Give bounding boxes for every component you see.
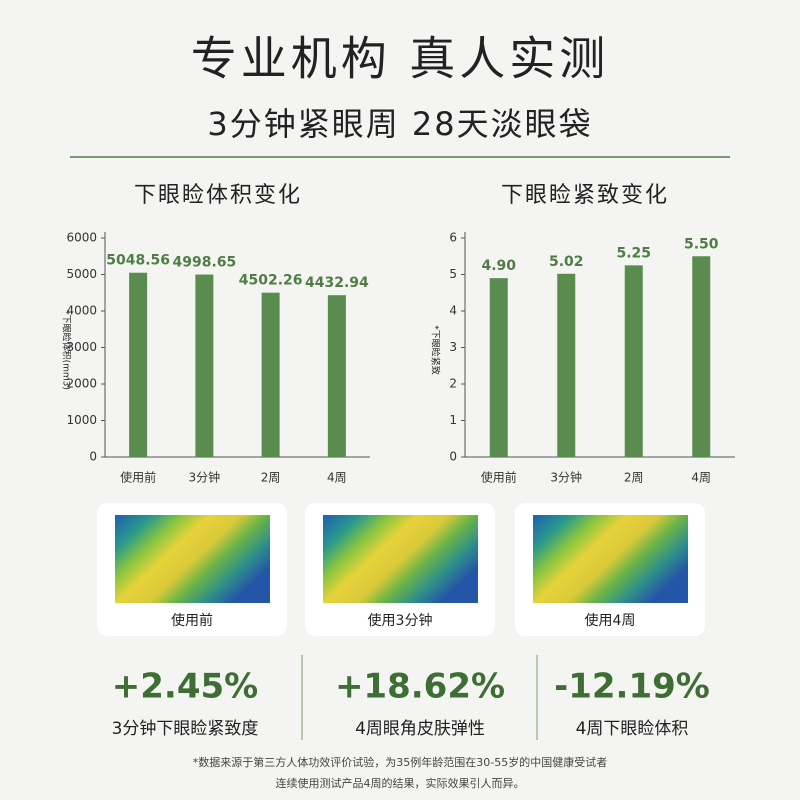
heatmap-image	[323, 515, 478, 603]
stat-label: 4周下眼睑体积	[576, 719, 689, 739]
bar	[489, 278, 508, 457]
value-label: 5.50	[684, 236, 719, 252]
value-label: 5048.56	[106, 253, 170, 269]
x-tick-label: 使用前	[120, 470, 156, 485]
bar	[692, 256, 711, 457]
footnote: 连续使用测试产品4周的结果，实际效果引人而异。	[276, 776, 525, 790]
y-tick-label: 5000	[66, 267, 97, 281]
y-tick-label: 2000	[66, 377, 97, 391]
y-tick-label: 2	[449, 377, 457, 391]
stat-label: 4周眼角皮肤弹性	[355, 719, 485, 739]
value-label: 5.02	[549, 254, 584, 270]
stat-value: -12.19%	[554, 667, 710, 707]
y-tick-label: 3000	[66, 340, 97, 354]
y-tick-label: 1000	[66, 413, 97, 427]
title: 专业机构 真人实测	[191, 32, 610, 86]
image-caption: 使用3分钟	[368, 612, 433, 629]
value-label: 5.25	[616, 245, 651, 261]
y-axis-label: *下眼睑体积(mm3)	[61, 310, 73, 390]
heatmap-image	[533, 515, 688, 603]
x-tick-label: 2周	[624, 471, 644, 485]
y-tick-label: 1	[449, 413, 457, 427]
y-tick-label: 4	[449, 304, 457, 318]
stat-label: 3分钟下眼睑紧致度	[112, 719, 259, 739]
stat-value: +2.45%	[112, 667, 258, 707]
y-tick-label: 3	[449, 340, 457, 354]
value-label: 4502.26	[239, 273, 303, 289]
value-label: 4432.94	[305, 275, 369, 291]
y-tick-label: 0	[449, 450, 457, 464]
bar	[557, 273, 576, 457]
value-label: 4.90	[481, 258, 516, 274]
stat-value: +18.62%	[335, 667, 505, 707]
image-caption: 使用4周	[585, 612, 636, 629]
footnote: *数据来源于第三方人体功效评价试验，为35例年龄范围在30-55岁的中国健康受试…	[193, 755, 607, 769]
x-tick-label: 3分钟	[189, 470, 221, 485]
x-tick-label: 4周	[691, 471, 711, 485]
x-tick-label: 使用前	[481, 470, 517, 485]
bar	[624, 265, 643, 457]
chart-title: 下眼睑紧致变化	[501, 183, 669, 208]
y-tick-label: 6000	[66, 231, 97, 245]
x-tick-label: 4周	[327, 471, 347, 485]
bar	[261, 292, 280, 457]
bar	[129, 272, 148, 457]
y-tick-label: 0	[89, 450, 97, 464]
subtitle: 3分钟紧眼周 28天淡眼袋	[207, 105, 592, 143]
x-tick-label: 3分钟	[550, 470, 582, 485]
y-axis-label: *下眼睑紧致	[430, 325, 442, 375]
value-label: 4998.65	[172, 255, 236, 271]
heatmap-image	[115, 515, 270, 603]
y-tick-label: 6	[449, 231, 457, 245]
chart-title: 下眼睑体积变化	[134, 183, 302, 208]
y-tick-label: 5	[449, 267, 457, 281]
image-caption: 使用前	[171, 612, 213, 629]
x-tick-label: 2周	[261, 471, 281, 485]
bar	[327, 295, 346, 457]
bar	[195, 274, 214, 457]
y-tick-label: 4000	[66, 304, 97, 318]
